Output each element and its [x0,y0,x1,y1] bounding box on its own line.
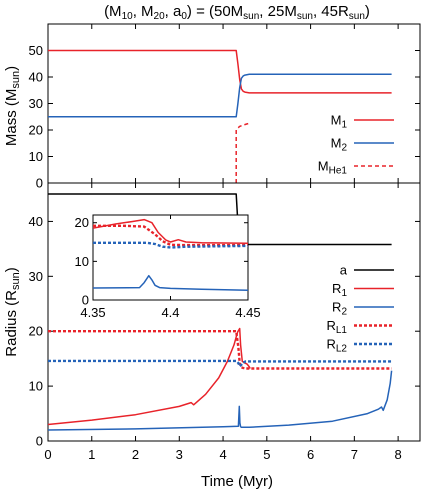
inset-ytick-label: 20 [75,215,89,230]
inset-ytick-label: 10 [75,254,89,269]
mass-frame [47,23,421,184]
radius-legend-label: R2 [332,300,347,318]
radius-ytick-label: 10 [29,379,43,394]
mass-y-axis-label: Mass (Msun) [3,66,22,146]
radius-frame [47,182,421,442]
inset-frame [92,214,249,301]
mass-legend-label: MHe1 [318,159,348,177]
radius-series-r1 [47,327,251,426]
mass-series-mhe1 [235,122,251,183]
radius-series-r2 [47,370,393,431]
radius-ytick-label: 30 [29,269,43,284]
inset-xtick-label: 4.4 [161,305,179,320]
radius-xtick-label: 0 [44,447,51,462]
radius-xtick-label: 2 [132,447,139,462]
mass-series-m2 [48,73,392,118]
mass-ytick-label: 0 [36,176,43,191]
mass-ytick-label: 50 [29,43,43,58]
radius-xtick-label: 7 [351,447,358,462]
radius-xtick-label: 3 [176,447,183,462]
radius-legend-label: a [340,263,348,278]
mass-legend: M1 M2 MHe1 [318,113,394,177]
mass-legend-label: M1 [331,113,348,131]
radius-xtick-label: 1 [88,447,95,462]
radius-series-rl2 [48,359,392,368]
mass-ytick-label: 40 [29,70,43,85]
mass-legend-label: M2 [331,136,348,154]
radius-legend-label: R1 [332,281,347,299]
mass-ytick-label: 30 [29,96,43,111]
x-axis-label: Time (Myr) [201,473,273,490]
radius-ytick-label: 0 [36,434,43,449]
mass-series-m1 [48,49,392,94]
mass-ytick-label: 20 [29,123,43,138]
inset-xtick-label: 4.45 [235,305,260,320]
radius-legend-label: RL1 [326,318,347,336]
radius-xtick-label: 4 [219,447,226,462]
inset-xtick-label: 4.35 [80,305,105,320]
radius-ytick-label: 40 [29,214,43,229]
inset-ytick-label: 0 [82,293,89,308]
radius-xtick-label: 5 [263,447,270,462]
mass-ytick-label: 10 [29,149,43,164]
chart-title: (M10, M20, a0) = (50Msun, 25Msun, 45Rsun… [104,3,370,22]
inset-series-r2 [92,274,249,292]
inset-series-rl1 [93,224,248,247]
inset-series-rl2 [93,241,249,249]
inset-panel: 0 10 20 4.35 4.4 4.45 [75,214,261,320]
radius-xtick-label: 8 [395,447,402,462]
radius-y-axis-label: Radius (Rsun) [3,267,22,356]
radius-ytick-label: 20 [29,324,43,339]
radius-xtick-label: 6 [307,447,314,462]
inset-series-r1 [92,218,249,244]
radius-legend-label: RL2 [326,337,347,355]
